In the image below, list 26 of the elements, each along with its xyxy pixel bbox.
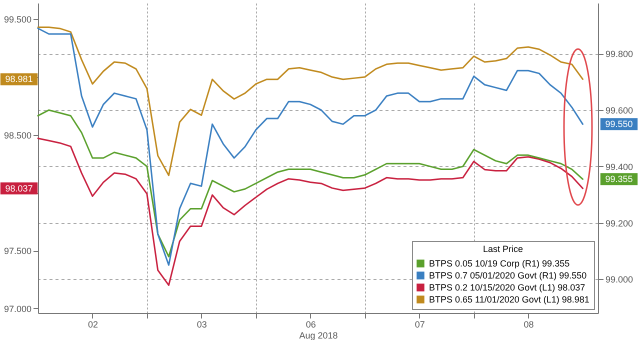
y2-tick-label: 99.200 [606,218,634,228]
line-series [37,109,584,258]
legend-label: BTPS 0.7 05/01/2020 Govt (R1) 99.550 [429,270,587,280]
x-tick-label: 08 [524,320,534,330]
legend-title: Last Price [482,244,524,254]
text: 99.355 [605,174,633,184]
x-tick-label: 07 [414,320,425,330]
line-series [37,26,584,176]
legend-label: BTPS 0.65 11/01/2020 Govt (L1) 98.981 [429,294,590,304]
y2-tick-label: 99.800 [606,49,634,60]
y2-tick-label: 99.600 [606,106,634,116]
x-tick-label: 02 [88,320,98,330]
x-axis-title: Aug 2018 [299,330,338,340]
text: 99.550 [605,119,633,130]
annotation: 98.037 [5,183,33,194]
y-tick-label: 97.500 [4,246,32,256]
y2-tick-label: 99.000 [606,274,634,285]
annotation: 98.981 [5,74,33,84]
legend-label: BTPS 0.2 10/15/2020 Govt (L1) 98.037 [429,282,586,292]
y-tick-label: 99.500 [4,14,32,25]
x-tick-label: 06 [306,320,316,330]
legend-label: BTPS 0.05 10/19 Corp (R1) 99.355 [429,258,570,268]
y2-tick-label: 99.400 [606,162,634,172]
y-tick-label: 98.500 [4,130,32,140]
y-tick-label: 97.000 [4,304,32,314]
x-tick-label: 03 [196,320,207,330]
